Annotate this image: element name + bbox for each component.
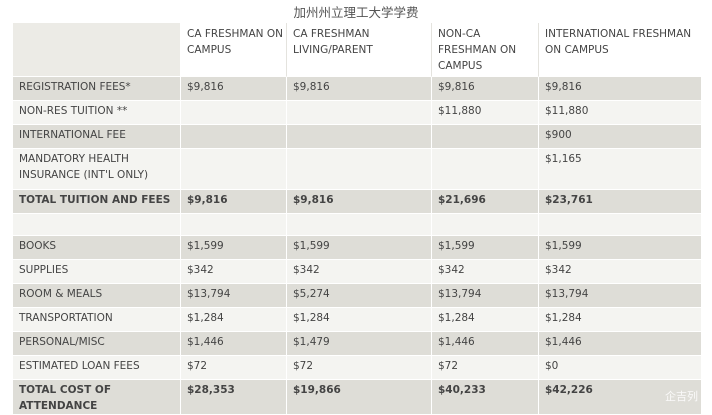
tuition-table: CA FRESHMAN ON CAMPUS CA FRESHMAN LIVING… (13, 23, 701, 415)
table-cell: $9,816 (181, 77, 287, 101)
table-cell: $1,446 (539, 332, 701, 356)
table-row: SUPPLIES $342 $342 $342 $342 (13, 260, 701, 284)
row-label: ROOM & MEALS (13, 284, 181, 308)
watermark: 企吉列 (665, 390, 698, 403)
row-label: INTERNATIONAL FEE (13, 125, 181, 149)
table-row: BOOKS $1,599 $1,599 $1,599 $1,599 (13, 236, 701, 260)
row-label: BOOKS (13, 236, 181, 260)
table-cell (432, 125, 539, 149)
table-cell: $21,696 (432, 190, 539, 214)
table-cell: $1,599 (287, 236, 432, 260)
table-cell (181, 101, 287, 125)
table-cell: $1,599 (539, 236, 701, 260)
column-header: INTERNATIONAL FRESHMAN ON CAMPUS (539, 23, 701, 77)
table-cell: $9,816 (287, 190, 432, 214)
table-cell: $72 (181, 356, 287, 380)
table-row: PERSONAL/MISC $1,446 $1,479 $1,446 $1,44… (13, 332, 701, 356)
table-cell: $72 (432, 356, 539, 380)
table-cell: $1,446 (181, 332, 287, 356)
table-cell (287, 149, 432, 190)
table-row-spacer (13, 214, 701, 236)
table-cell (287, 125, 432, 149)
table-cell: $342 (181, 260, 287, 284)
table-cell: $11,880 (432, 101, 539, 125)
table-cell (287, 101, 432, 125)
table-header-row: CA FRESHMAN ON CAMPUS CA FRESHMAN LIVING… (13, 23, 701, 77)
table-row: REGISTRATION FEES* $9,816 $9,816 $9,816 … (13, 77, 701, 101)
column-header: CA FRESHMAN LIVING/PARENT (287, 23, 432, 77)
row-label (13, 214, 181, 236)
table-cell: $1,284 (287, 308, 432, 332)
table-cell: $13,794 (181, 284, 287, 308)
table-cell: $0 (539, 356, 701, 380)
table-row: INTERNATIONAL FEE $900 (13, 125, 701, 149)
table-cell: $342 (432, 260, 539, 284)
table-row: MANDATORY HEALTH INSURANCE (INT'L ONLY) … (13, 149, 701, 190)
table-cell: $1,284 (432, 308, 539, 332)
table-cell: $13,794 (539, 284, 701, 308)
header-corner-cell (13, 23, 181, 77)
table-cell (181, 125, 287, 149)
table-cell: $1,479 (287, 332, 432, 356)
table-cell: $11,880 (539, 101, 701, 125)
table-cell: $1,599 (432, 236, 539, 260)
table-cell: $28,353 (181, 380, 287, 415)
table-cell: $5,274 (287, 284, 432, 308)
table-cell (181, 214, 287, 236)
page-title: 加州州立理工大学学费 (293, 5, 419, 20)
table-cell: $1,284 (181, 308, 287, 332)
table-cell: $9,816 (287, 77, 432, 101)
row-label: TOTAL COST OF ATTENDANCE (13, 380, 181, 415)
row-label: TOTAL TUITION AND FEES (13, 190, 181, 214)
table-cell: $342 (539, 260, 701, 284)
table-cell: $342 (287, 260, 432, 284)
table-cell: $900 (539, 125, 701, 149)
table-cell: $9,816 (432, 77, 539, 101)
table-cell (181, 149, 287, 190)
table-row: TRANSPORTATION $1,284 $1,284 $1,284 $1,2… (13, 308, 701, 332)
table-cell: $1,165 (539, 149, 701, 190)
table-cell: $13,794 (432, 284, 539, 308)
table-cell: $1,599 (181, 236, 287, 260)
table-cell: $1,284 (539, 308, 701, 332)
table-row-total: TOTAL TUITION AND FEES $9,816 $9,816 $21… (13, 190, 701, 214)
row-label: SUPPLIES (13, 260, 181, 284)
table-cell: $1,446 (432, 332, 539, 356)
table-row-total: TOTAL COST OF ATTENDANCE $28,353 $19,866… (13, 380, 701, 415)
table-row: ROOM & MEALS $13,794 $5,274 $13,794 $13,… (13, 284, 701, 308)
table-cell (432, 149, 539, 190)
column-header: CA FRESHMAN ON CAMPUS (181, 23, 287, 77)
column-header: NON-CA FRESHMAN ON CAMPUS (432, 23, 539, 77)
row-label: PERSONAL/MISC (13, 332, 181, 356)
row-label: ESTIMATED LOAN FEES (13, 356, 181, 380)
table-cell: $9,816 (539, 77, 701, 101)
table-cell (432, 214, 539, 236)
table-row: ESTIMATED LOAN FEES $72 $72 $72 $0 (13, 356, 701, 380)
table-row: NON-RES TUITION ** $11,880 $11,880 (13, 101, 701, 125)
row-label: REGISTRATION FEES* (13, 77, 181, 101)
row-label: MANDATORY HEALTH INSURANCE (INT'L ONLY) (13, 149, 181, 190)
table-cell: $72 (287, 356, 432, 380)
table-cell: $9,816 (181, 190, 287, 214)
table-cell: $23,761 (539, 190, 701, 214)
table-cell: $40,233 (432, 380, 539, 415)
table-cell (539, 214, 701, 236)
table-cell (287, 214, 432, 236)
row-label: NON-RES TUITION ** (13, 101, 181, 125)
row-label: TRANSPORTATION (13, 308, 181, 332)
table-cell: $19,866 (287, 380, 432, 415)
